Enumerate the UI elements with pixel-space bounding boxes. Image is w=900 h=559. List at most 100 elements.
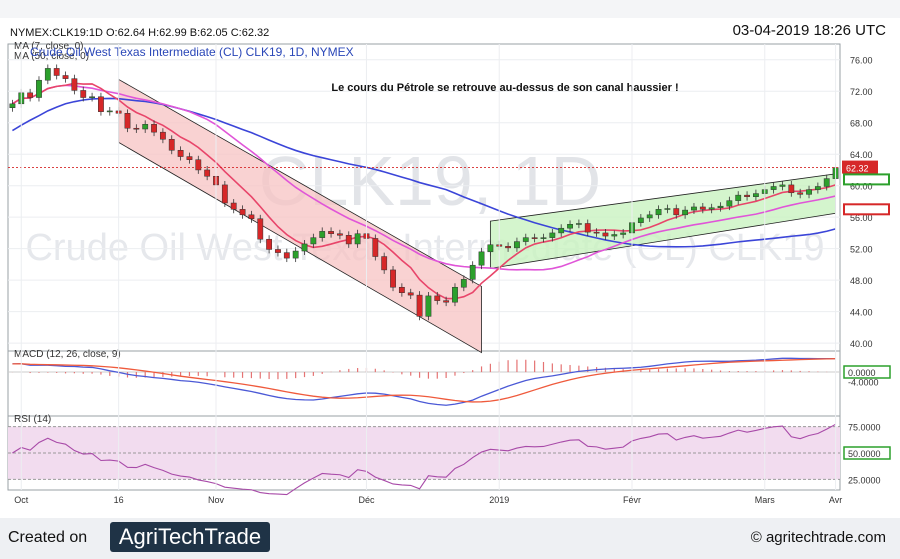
macd-hist-bar — [339, 370, 341, 373]
candle-body — [584, 223, 591, 233]
copyright[interactable]: © agritechtrade.com — [750, 529, 886, 546]
candle-body — [655, 209, 662, 216]
macd-hist-bar — [604, 367, 607, 373]
macd-hist-bar — [507, 360, 509, 373]
macd-hist-bar — [303, 372, 306, 378]
macd-hist-bar — [808, 371, 810, 373]
uptrend-lower-marker — [843, 203, 890, 216]
candle-body — [682, 209, 689, 216]
candle-body — [797, 192, 804, 195]
ma-7-line — [12, 82, 836, 300]
candle-body — [823, 178, 830, 187]
macd-hist-bar — [454, 372, 456, 376]
candle-body — [540, 237, 547, 239]
agritechtrade-logo[interactable]: AgriTechTrade — [110, 522, 270, 552]
y-tick-label: 40.00 — [850, 339, 873, 349]
candle-body — [425, 295, 432, 317]
legend-ma7: MA (7, close, 0) — [14, 41, 83, 52]
macd-hist-bar — [737, 371, 739, 373]
macd-hist-bar — [153, 372, 155, 378]
candle-body — [531, 237, 538, 239]
candle-body — [62, 75, 69, 79]
x-tick-label: Févr — [623, 495, 641, 505]
y-tick-label: 48.00 — [850, 276, 873, 286]
macd-hist-bar — [188, 372, 191, 377]
macd-hist-bar — [702, 368, 704, 373]
rsi-mid-badge — [843, 446, 891, 460]
macd-hist-bar — [29, 372, 31, 374]
candle-body — [814, 186, 821, 190]
candle-body — [36, 79, 42, 98]
candle-body — [221, 184, 228, 204]
candle-body — [620, 232, 627, 235]
candle-body — [806, 189, 812, 195]
macd-hist-bar — [781, 370, 784, 373]
macd-hist-bar — [684, 368, 686, 373]
macd-hist-bar — [693, 368, 695, 373]
candle-body — [168, 138, 175, 151]
candle-body — [80, 90, 87, 98]
candle-body — [275, 249, 281, 253]
candle-body — [735, 194, 742, 201]
candle-body — [602, 232, 609, 237]
candle-body — [301, 243, 308, 252]
macd-hist-bar — [719, 370, 722, 373]
macd-hist-bar — [534, 360, 536, 373]
candle-body — [186, 156, 193, 160]
candle-body — [390, 269, 396, 288]
macd-hist-bar — [100, 372, 102, 375]
macd-hist-bar — [436, 372, 438, 379]
rsi-line — [12, 423, 836, 496]
macd-hist-bar — [73, 372, 75, 374]
instrument-line: Crude Oil West Texas Intermediate (CL) C… — [30, 45, 354, 59]
macd-hist-bar — [197, 372, 199, 376]
macd-hist-bar — [649, 369, 651, 373]
macd-hist-bar — [711, 369, 713, 373]
symbol-line: NYMEX:CLK19:1D O:62.64 H:62.99 B:62.05 C… — [10, 27, 270, 39]
candle-body — [310, 237, 317, 245]
last-price-badge — [842, 160, 878, 174]
candle-body — [345, 235, 352, 245]
macd-hist-bar — [259, 372, 261, 379]
candle-body — [478, 251, 485, 266]
macd-hist-bar — [463, 372, 465, 374]
candle-body — [549, 232, 556, 238]
macd-y-tick: -4.0000 — [848, 378, 879, 388]
candle-body — [505, 246, 511, 249]
candle-body — [292, 250, 299, 259]
macd-hist-bar — [613, 368, 615, 373]
candle-body — [372, 238, 379, 257]
y-tick-label: 68.00 — [850, 119, 873, 129]
macd-hist-bar — [666, 368, 669, 373]
x-tick-label: 16 — [114, 495, 124, 505]
candle-body — [673, 208, 680, 216]
annotation: Le cours du Pétrole se retrouve au-dessu… — [331, 82, 678, 94]
candle-body — [567, 224, 573, 229]
macd-hist-bar — [799, 370, 801, 373]
candle-body — [71, 78, 78, 91]
candle-body — [230, 202, 237, 210]
candle-body — [744, 194, 750, 197]
macd-hist-bar — [144, 372, 146, 378]
candle-body — [699, 206, 706, 210]
candle-body — [407, 292, 414, 296]
macd-hist-bar — [321, 372, 323, 374]
candle-body — [434, 295, 441, 301]
macd-hist-bar — [295, 372, 297, 379]
macd-hist-bar — [410, 372, 412, 376]
macd-hist-bar — [755, 371, 757, 373]
candle-body — [646, 214, 653, 219]
macd-hist-bar — [746, 371, 748, 373]
macd-hist-bar — [224, 372, 226, 378]
macd-hist-bar — [64, 372, 67, 374]
macd-hist-bar — [525, 359, 527, 373]
candle-body — [770, 186, 777, 190]
legend-ma50: MA (50, close, 0) — [14, 51, 89, 62]
macd-hist-bar — [241, 372, 244, 378]
y-tick-label: 44.00 — [850, 308, 873, 318]
macd-hist-bar — [657, 369, 660, 373]
macd-y-tick: 0.0000 — [848, 368, 876, 378]
candle-body — [151, 124, 157, 133]
candle-body — [708, 207, 715, 210]
